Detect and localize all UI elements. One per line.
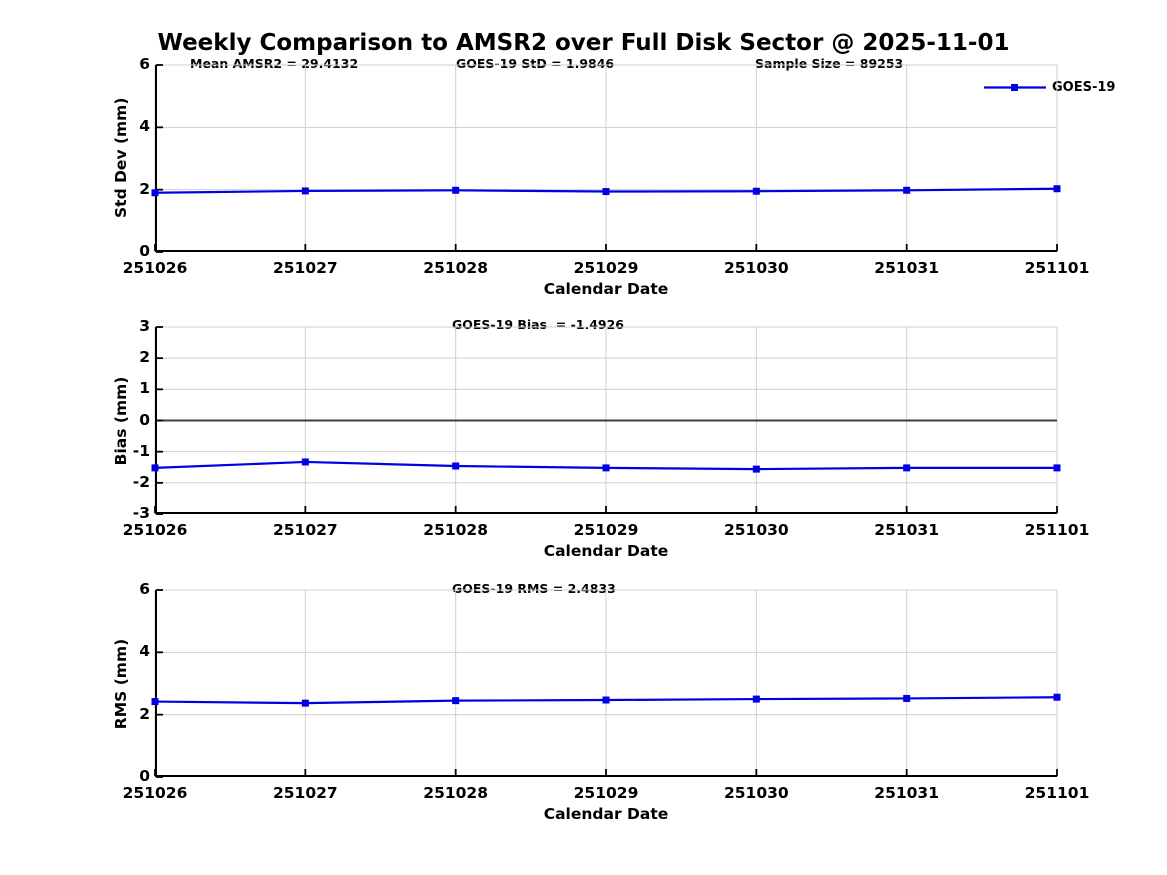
x-tick-label: 251031 (874, 521, 940, 539)
annotation-sample-size: Sample Size = 89253 (755, 56, 904, 71)
figure-title: Weekly Comparison to AMSR2 over Full Dis… (157, 30, 1010, 56)
y-tick-label: -3 (132, 504, 150, 522)
x-tick-label: 251031 (874, 784, 940, 802)
y-tick-label: 4 (139, 642, 150, 661)
data-point-rms (903, 694, 911, 702)
x-axis-label-rms: Calendar Date (543, 805, 669, 823)
data-point-stddev (301, 187, 309, 195)
data-point-rms (452, 697, 460, 705)
y-tick-label: 2 (139, 704, 150, 723)
x-tick-label: 251029 (573, 521, 639, 539)
legend: GOES-19 (984, 80, 1115, 95)
data-point-rms (602, 696, 610, 704)
x-tick-label: 251027 (272, 521, 338, 539)
y-tick-label: 2 (139, 179, 150, 198)
data-point-bias (452, 462, 460, 470)
y-tick-label: 1 (139, 379, 150, 398)
x-tick-label: 251029 (573, 259, 639, 277)
data-point-bias (602, 464, 610, 472)
y-tick-label: 0 (139, 410, 150, 429)
legend-line-goes19 (984, 84, 1046, 91)
data-point-stddev (602, 188, 610, 196)
y-axis-label-stddev: Std Dev (mm) (112, 97, 130, 218)
x-tick-label: 251026 (122, 784, 188, 802)
chart-canvas-rms (151, 589, 1061, 778)
x-axis-label-stddev: Calendar Date (543, 280, 669, 298)
y-tick-label: 0 (139, 242, 150, 260)
data-point-stddev (752, 187, 760, 195)
x-tick-label: 251101 (1024, 521, 1090, 539)
y-tick-label: 4 (139, 117, 150, 136)
data-point-stddev (1053, 185, 1061, 193)
x-tick-label: 251030 (723, 784, 789, 802)
x-tick-label: 251028 (423, 521, 489, 539)
annotation-goes19-bias: GOES-19 Bias = -1.4926 (452, 317, 625, 332)
y-tick-label: 6 (139, 580, 150, 598)
x-tick-label: 251030 (723, 259, 789, 277)
x-tick-label: 251027 (272, 784, 338, 802)
x-tick-label: 251101 (1024, 259, 1090, 277)
chart-canvas-stddev (151, 64, 1061, 253)
data-point-bias (151, 464, 159, 472)
x-tick-label: 251030 (723, 521, 789, 539)
data-point-rms (1053, 693, 1061, 701)
legend-label-goes19: GOES-19 (1052, 80, 1116, 95)
chart-canvas-bias (151, 326, 1061, 515)
data-point-bias (1053, 464, 1061, 472)
data-point-stddev (903, 186, 911, 194)
data-point-bias (752, 465, 760, 473)
x-tick-label: 251028 (423, 259, 489, 277)
x-tick-label: 251031 (874, 259, 940, 277)
y-tick-label: 0 (139, 767, 150, 785)
x-tick-label: 251029 (573, 784, 639, 802)
y-tick-label: 3 (139, 317, 150, 335)
data-point-bias (301, 458, 309, 466)
x-tick-label: 251026 (122, 259, 188, 277)
x-tick-label: 251028 (423, 784, 489, 802)
x-tick-label: 251027 (272, 259, 338, 277)
data-point-stddev (452, 186, 460, 194)
data-point-rms (151, 698, 159, 706)
data-point-stddev (151, 189, 159, 197)
data-point-rms (301, 699, 309, 707)
y-tick-label: 6 (139, 55, 150, 73)
annotation-goes19-rms: GOES-19 RMS = 2.4833 (452, 581, 616, 596)
x-axis-label-bias: Calendar Date (543, 542, 669, 560)
y-tick-label: -1 (132, 441, 150, 460)
y-tick-label: -2 (132, 472, 150, 491)
data-point-bias (903, 464, 911, 472)
data-point-rms (752, 695, 760, 703)
y-tick-label: 2 (139, 348, 150, 367)
x-tick-label: 251026 (122, 521, 188, 539)
annotation-mean-amsr2: Mean AMSR2 = 29.4132 (190, 56, 359, 71)
x-tick-label: 251101 (1024, 784, 1090, 802)
annotation-goes19-std: GOES-19 StD = 1.9846 (456, 56, 615, 71)
